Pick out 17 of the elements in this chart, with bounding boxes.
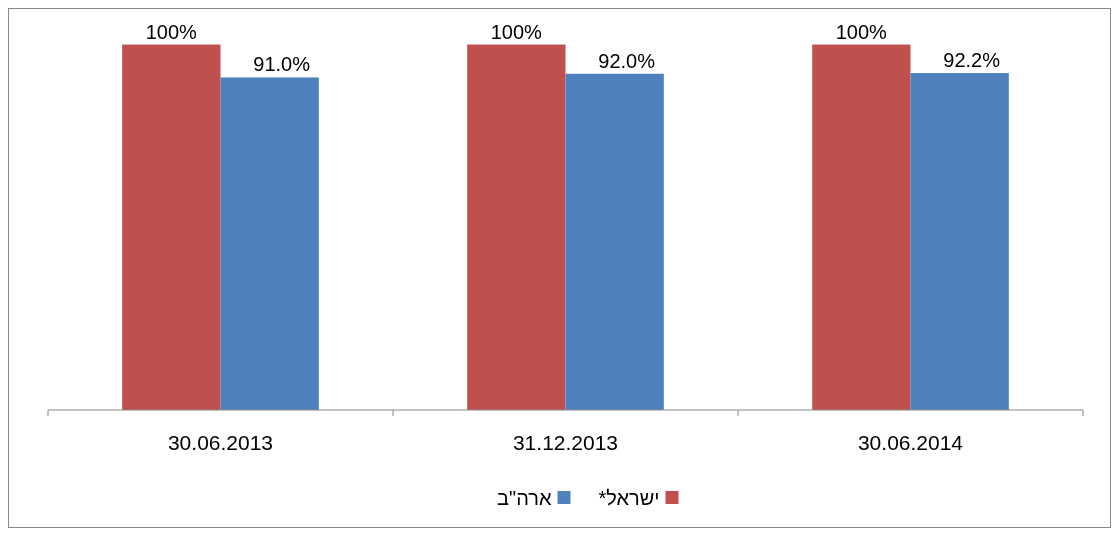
bar xyxy=(910,73,1009,410)
bar xyxy=(122,44,221,410)
bar xyxy=(220,77,319,410)
bar xyxy=(812,44,911,410)
x-tick-label: 31.12.2013 xyxy=(512,431,619,454)
legend-label: ישראל* xyxy=(598,487,660,509)
bar xyxy=(467,44,566,410)
data-label: 92.0% xyxy=(598,49,656,72)
data-label: 91.0% xyxy=(253,53,311,76)
bar xyxy=(565,73,664,410)
data-label: 100% xyxy=(835,20,888,43)
x-tick-label: 30.06.2014 xyxy=(857,431,964,454)
x-tick-label: 30.06.2013 xyxy=(167,431,274,454)
data-label: 100% xyxy=(145,20,198,43)
data-label: 100% xyxy=(490,20,543,43)
data-label: 92.2% xyxy=(943,49,1001,72)
legend-label: ארה"ב xyxy=(497,487,552,509)
